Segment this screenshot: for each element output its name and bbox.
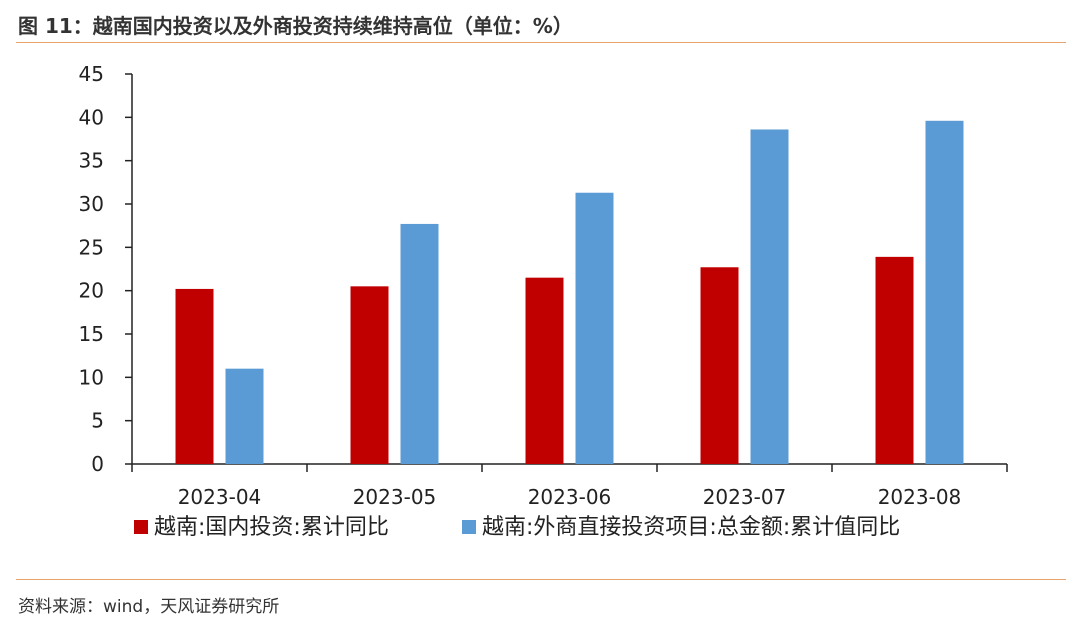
y-tick-label: 20	[79, 279, 104, 303]
legend: 越南:国内投资:累计同比 越南:外商直接投资项目:总金额:累计值同比	[134, 515, 900, 540]
bar-series-1-2023-05	[350, 286, 389, 464]
y-tick-label: 25	[79, 235, 104, 259]
legend-label-1: 越南:国内投资:累计同比	[154, 515, 389, 540]
bar-series-2-2023-07	[750, 129, 789, 464]
y-tick-label: 35	[79, 149, 104, 173]
y-tick-label: 30	[79, 192, 104, 216]
bar-series-2-2023-06	[575, 192, 614, 464]
legend-swatch-2	[462, 520, 476, 534]
bar-series-1-2023-07	[700, 267, 739, 464]
y-tick-label: 5	[91, 409, 104, 433]
x-tick-label: 2023-06	[528, 485, 612, 509]
source-note: 资料来源：wind，天风证券研究所	[18, 597, 280, 617]
y-tick-label: 45	[79, 62, 104, 86]
bar-series-2-2023-08	[925, 120, 964, 465]
y-tick-label: 10	[79, 365, 104, 389]
legend-swatch-1	[134, 520, 148, 534]
y-tick-label: 15	[79, 322, 104, 346]
bottom-divider	[16, 579, 1066, 580]
y-axis: 0 5 10 15 20 25 30 35 40 45	[79, 62, 133, 476]
bar-series-2-2023-04	[225, 368, 264, 464]
bar-series-1-2023-06	[525, 277, 564, 464]
bars	[175, 120, 964, 465]
top-divider	[16, 42, 1066, 43]
bar-series-2-2023-05	[400, 223, 439, 464]
bar-chart: 0 5 10 15 20 25 30 35 40 45 2023-04 2023-05 2023-06…	[79, 62, 1008, 540]
x-tick-label: 2023-05	[353, 485, 437, 509]
bar-series-1-2023-04	[175, 288, 214, 464]
x-tick-label: 2023-08	[878, 485, 962, 509]
y-tick-label: 40	[79, 105, 104, 129]
x-tick-label: 2023-04	[178, 485, 262, 509]
y-tick-label: 0	[91, 452, 104, 476]
figure-title: 图 11：越南国内投资以及外商投资持续维持高位（单位：%）	[18, 14, 573, 38]
x-tick-label: 2023-07	[703, 485, 787, 509]
legend-label-2: 越南:外商直接投资项目:总金额:累计值同比	[482, 515, 900, 540]
bar-series-1-2023-08	[875, 256, 914, 464]
x-axis: 2023-04 2023-05 2023-06 2023-07 2023-08	[131, 463, 1008, 509]
